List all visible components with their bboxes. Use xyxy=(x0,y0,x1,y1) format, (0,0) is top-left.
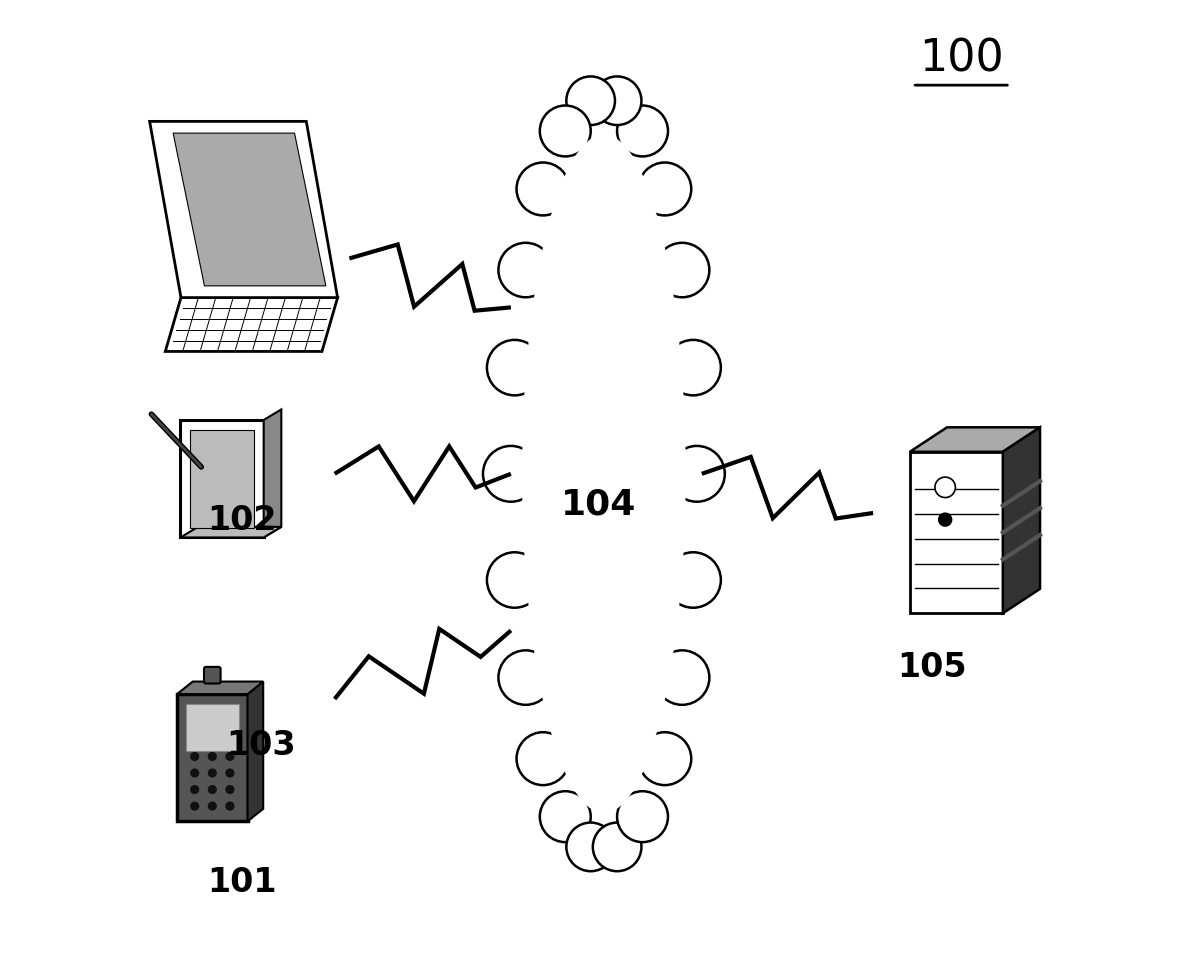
Circle shape xyxy=(567,822,615,871)
Circle shape xyxy=(939,513,951,526)
Text: 100: 100 xyxy=(919,37,1004,80)
FancyBboxPatch shape xyxy=(909,453,1003,614)
Polygon shape xyxy=(181,527,282,538)
FancyBboxPatch shape xyxy=(204,667,220,684)
Circle shape xyxy=(567,77,615,126)
Polygon shape xyxy=(150,122,338,298)
Circle shape xyxy=(226,786,234,793)
Polygon shape xyxy=(177,682,264,694)
Polygon shape xyxy=(165,298,338,352)
Circle shape xyxy=(617,107,668,157)
Polygon shape xyxy=(264,410,282,538)
Circle shape xyxy=(639,163,691,216)
Polygon shape xyxy=(1003,428,1040,614)
Circle shape xyxy=(498,650,553,705)
Ellipse shape xyxy=(522,135,685,814)
Polygon shape xyxy=(248,682,264,822)
Text: 102: 102 xyxy=(207,504,277,537)
Circle shape xyxy=(639,733,691,785)
Circle shape xyxy=(617,791,668,842)
Circle shape xyxy=(655,650,709,705)
FancyBboxPatch shape xyxy=(186,704,240,751)
Polygon shape xyxy=(181,421,264,538)
Circle shape xyxy=(655,244,709,298)
Circle shape xyxy=(190,786,199,793)
Circle shape xyxy=(226,753,234,761)
Circle shape xyxy=(934,477,955,498)
Polygon shape xyxy=(909,428,1040,453)
Circle shape xyxy=(208,802,216,810)
Circle shape xyxy=(226,802,234,810)
Circle shape xyxy=(486,553,543,608)
Circle shape xyxy=(665,340,721,396)
Circle shape xyxy=(593,77,641,126)
Circle shape xyxy=(483,447,539,503)
Polygon shape xyxy=(177,694,248,822)
Circle shape xyxy=(226,770,234,778)
Circle shape xyxy=(190,802,199,810)
Circle shape xyxy=(516,163,569,216)
Circle shape xyxy=(190,770,199,778)
Circle shape xyxy=(540,107,591,157)
Text: 101: 101 xyxy=(207,866,277,899)
Polygon shape xyxy=(190,430,254,528)
Circle shape xyxy=(665,553,721,608)
Circle shape xyxy=(668,447,725,503)
Circle shape xyxy=(593,822,641,871)
Circle shape xyxy=(486,340,543,396)
Circle shape xyxy=(208,753,216,761)
Circle shape xyxy=(498,244,553,298)
Text: 103: 103 xyxy=(226,729,296,762)
Circle shape xyxy=(516,733,569,785)
Text: 104: 104 xyxy=(562,487,636,520)
Text: 105: 105 xyxy=(897,650,967,684)
Ellipse shape xyxy=(509,90,698,859)
Circle shape xyxy=(208,786,216,793)
Circle shape xyxy=(540,791,591,842)
Circle shape xyxy=(208,770,216,778)
Polygon shape xyxy=(174,134,326,287)
Circle shape xyxy=(190,753,199,761)
